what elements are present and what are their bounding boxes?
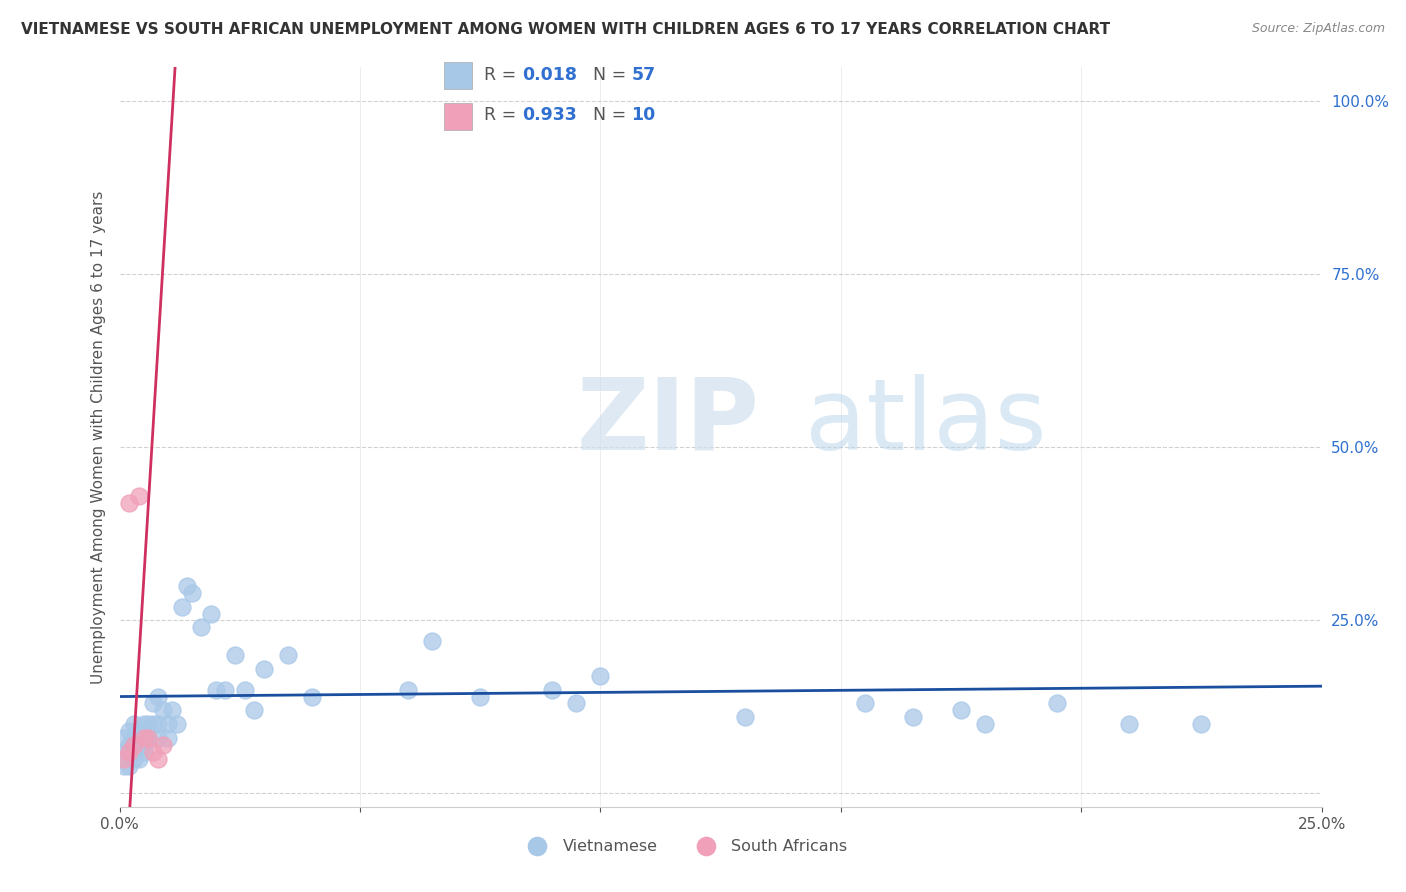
Point [146, 731, 169, 745]
Point [122, 745, 145, 759]
Point [301, 690, 323, 704]
Point [468, 690, 492, 704]
Text: R =: R = [484, 66, 522, 84]
Point [162, 703, 184, 717]
Bar [444, 62, 472, 89]
Text: 0.018: 0.018 [522, 66, 576, 84]
Legend: Vietnamese, South Africans: Vietnamese, South Africans [515, 832, 853, 860]
Point [146, 690, 169, 704]
Point [224, 648, 246, 662]
Text: Source: ZipAtlas.com: Source: ZipAtlas.com [1251, 22, 1385, 36]
Y-axis label: Unemployment Among Women with Children Ages 6 to 17 years: Unemployment Among Women with Children A… [90, 190, 105, 684]
Point [253, 662, 276, 676]
Point [132, 731, 155, 745]
Point [118, 738, 141, 752]
Point [243, 703, 266, 717]
Point [132, 738, 155, 752]
Point [118, 745, 141, 759]
Point [132, 717, 155, 731]
Point [128, 752, 150, 766]
Text: 0.933: 0.933 [522, 105, 576, 123]
Text: 57: 57 [631, 66, 655, 84]
Point [190, 620, 212, 634]
Text: VIETNAMESE VS SOUTH AFRICAN UNEMPLOYMENT AMONG WOMEN WITH CHILDREN AGES 6 TO 17 : VIETNAMESE VS SOUTH AFRICAN UNEMPLOYMENT… [21, 22, 1111, 37]
Point [214, 682, 236, 697]
Point [589, 669, 612, 683]
Point [853, 697, 876, 711]
Point [146, 717, 169, 731]
Point [204, 682, 226, 697]
Point [132, 745, 155, 759]
Point [541, 682, 564, 697]
Bar [444, 103, 472, 130]
Point [180, 586, 202, 600]
Point [949, 703, 972, 717]
Point [146, 752, 169, 766]
Point [396, 682, 419, 697]
Point [112, 731, 135, 745]
Point [1189, 717, 1212, 731]
Point [138, 731, 160, 745]
Point [142, 697, 165, 711]
Point [122, 738, 145, 752]
Point [156, 717, 179, 731]
Point [118, 758, 141, 772]
Point [974, 717, 997, 731]
Point [176, 579, 198, 593]
Point [122, 731, 145, 745]
Text: ZIP: ZIP [576, 374, 759, 471]
Point [156, 731, 179, 745]
Point [112, 758, 135, 772]
Point [152, 738, 174, 752]
Point [112, 752, 135, 766]
Text: R =: R = [484, 105, 522, 123]
Point [112, 745, 135, 759]
Point [118, 496, 141, 510]
Point [142, 717, 165, 731]
Point [901, 710, 924, 724]
Point [118, 745, 141, 759]
Point [734, 710, 756, 724]
Point [118, 724, 141, 739]
Text: N =: N = [593, 66, 633, 84]
Point [1118, 717, 1140, 731]
Text: 10: 10 [631, 105, 655, 123]
Text: atlas: atlas [804, 374, 1046, 471]
Point [277, 648, 299, 662]
Point [122, 752, 145, 766]
Point [420, 634, 443, 648]
Point [138, 717, 160, 731]
Point [565, 697, 588, 711]
Point [128, 724, 150, 739]
Point [166, 717, 188, 731]
Point [200, 607, 222, 621]
Point [128, 489, 150, 503]
Point [233, 682, 256, 697]
Point [152, 703, 174, 717]
Point [122, 717, 145, 731]
Point [142, 745, 165, 759]
Point [1046, 697, 1069, 711]
Point [138, 731, 160, 745]
Point [170, 599, 193, 614]
Text: N =: N = [593, 105, 633, 123]
Point [132, 731, 155, 745]
Point [128, 738, 150, 752]
